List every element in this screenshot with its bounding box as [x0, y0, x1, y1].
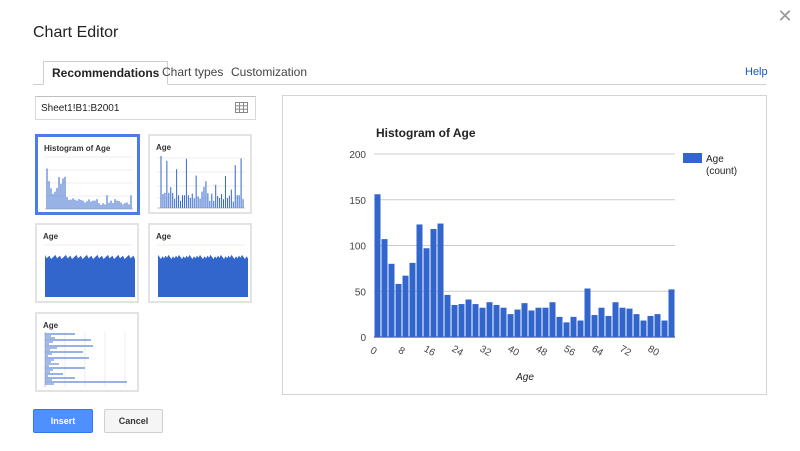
y-tick-label: 50 [355, 287, 367, 298]
histogram-bar [661, 320, 668, 337]
histogram-bar [409, 262, 416, 337]
thumbnail-bar[interactable]: Age [35, 312, 139, 392]
histogram-bar [486, 302, 493, 337]
histogram-bar [654, 314, 661, 337]
histogram-bar [577, 320, 584, 337]
histogram-bar [500, 307, 507, 337]
histogram-bar [598, 307, 605, 337]
thumbnail-column[interactable]: Age [148, 134, 252, 214]
legend-swatch [683, 153, 702, 163]
x-tick-label: 56 [562, 344, 578, 359]
histogram-bar [528, 310, 535, 337]
histogram-bar [374, 194, 381, 337]
histogram-bar [535, 307, 542, 337]
x-tick-label: 8 [396, 345, 407, 358]
y-tick-label: 0 [360, 333, 366, 344]
area-thumbnail-graphic [44, 244, 135, 297]
tab-customization[interactable]: Customization [231, 65, 308, 79]
histogram-bar [430, 229, 437, 337]
histogram-bar [633, 314, 640, 337]
x-tick-label: 72 [618, 344, 634, 359]
histogram-bar [493, 304, 500, 337]
range-input[interactable] [41, 97, 226, 119]
histogram-bar [381, 239, 388, 337]
histogram-bar [416, 224, 423, 337]
histogram-bar [514, 309, 521, 337]
chart-title: Histogram of Age [376, 126, 476, 140]
histogram-bar [563, 322, 570, 337]
thumbnail-label: Histogram of Age [44, 144, 111, 153]
x-tick-label: 0 [368, 345, 379, 358]
histogram-bar [584, 288, 591, 337]
tab-bar: Recommendations Chart types Customizatio… [33, 61, 766, 85]
grid-select-icon[interactable] [235, 102, 248, 113]
x-tick-label: 24 [450, 344, 466, 359]
histogram-bar [402, 275, 409, 337]
help-link[interactable]: Help [745, 66, 768, 78]
histogram-bar [507, 314, 514, 337]
tab-recommendations[interactable]: Recommendations [43, 61, 169, 85]
thumbnail-label: Age [156, 143, 172, 152]
histogram-bar [395, 283, 402, 337]
thumbnail-label: Age [43, 232, 59, 241]
dialog-title: Chart Editor [33, 24, 119, 41]
tab-chart-types[interactable]: Chart types [162, 65, 224, 79]
histogram-bar [542, 307, 549, 337]
column-thumbnail-graphic [157, 156, 245, 209]
histogram-bar [626, 308, 633, 337]
thumbnail-label: Age [156, 232, 172, 241]
histogram-bar [388, 263, 395, 337]
histogram-bar [521, 303, 528, 337]
histogram-bar [444, 294, 451, 337]
x-tick-label: 80 [646, 344, 662, 359]
histogram-bar [612, 302, 619, 337]
x-tick-label: 16 [422, 344, 438, 359]
x-tick-label: 48 [534, 344, 550, 359]
thumbnail-area[interactable]: Age [35, 223, 139, 303]
histogram-bar [451, 304, 458, 337]
histogram-bar [465, 299, 472, 337]
histogram-bar [423, 248, 430, 337]
histogram-bar [556, 316, 563, 337]
histogram-bar [605, 315, 612, 337]
thumbnail-histogram[interactable]: Histogram of Age [35, 134, 140, 215]
histogram-bar [437, 223, 444, 337]
x-tick-label: 40 [506, 344, 522, 359]
histogram-bar [549, 302, 556, 337]
histogram-bar [640, 320, 647, 337]
histogram-bar [570, 316, 577, 337]
chart-preview: Histogram of Age 0 50 100 150 200 0 8 16 24 32 40… [282, 95, 767, 395]
histogram-bar [619, 307, 626, 337]
x-tick-label: 64 [590, 344, 606, 359]
histogram-bar [591, 315, 598, 337]
stepped-area-thumbnail-graphic [157, 244, 248, 297]
close-icon[interactable]: ✕ [777, 6, 793, 26]
histogram-bar [668, 289, 675, 337]
histogram-bar [472, 304, 479, 337]
x-tick-label: 32 [478, 344, 494, 359]
x-axis-label: Age [515, 372, 534, 383]
histogram-chart: Histogram of Age 0 50 100 150 200 0 8 16 24 32 40… [349, 126, 737, 383]
range-input-box [35, 96, 256, 120]
legend-label-unit: (count) [706, 166, 737, 177]
cancel-button[interactable]: Cancel [104, 409, 163, 433]
legend-label: Age [706, 154, 724, 165]
histogram-bar [458, 304, 465, 337]
thumbnail-stepped-area[interactable]: Age [148, 223, 252, 303]
insert-button[interactable]: Insert [33, 409, 93, 433]
thumbnail-label: Age [43, 321, 59, 330]
histogram-bar [479, 307, 486, 337]
y-tick-label: 100 [349, 242, 366, 253]
histogram-thumbnail-graphic [45, 156, 133, 210]
histogram-bar [647, 315, 654, 337]
y-tick-label: 150 [349, 196, 366, 207]
bar-thumbnail-graphic [44, 332, 127, 387]
y-tick-label: 200 [349, 150, 366, 161]
